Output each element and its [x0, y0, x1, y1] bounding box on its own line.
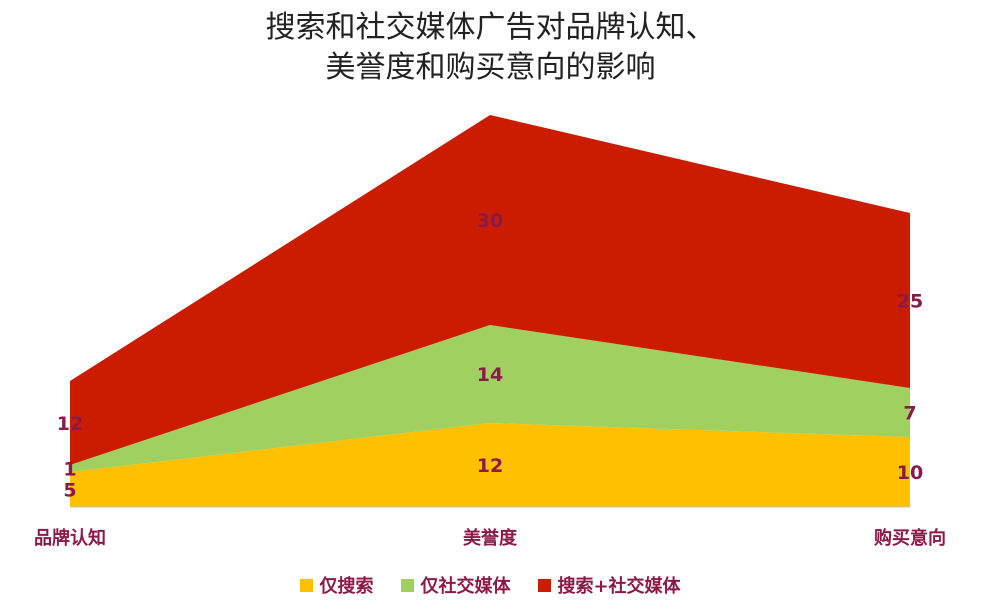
legend-swatch	[538, 578, 552, 592]
chart-title-line-2: 美誉度和购买意向的影响	[325, 50, 656, 85]
data-label-s2-c1: 1	[63, 459, 76, 481]
x-tick-label-1: 品牌认知	[34, 527, 106, 549]
data-label-s1-c1: 5	[63, 480, 76, 502]
legend-item-1: 仅搜索	[300, 572, 373, 598]
legend-item-3: 搜索+社交媒体	[538, 572, 681, 598]
area-series-3	[70, 115, 910, 465]
x-tick-label-3: 购买意向	[874, 527, 946, 549]
data-label-s2-c2: 14	[477, 364, 503, 386]
legend-label: 仅搜索	[319, 576, 374, 597]
x-tick-label-2: 美誉度	[463, 527, 518, 549]
data-label-s1-c3: 10	[897, 462, 923, 484]
data-label-s3-c3: 25	[897, 291, 923, 313]
legend-item-2: 仅社交媒体	[401, 572, 510, 598]
area-series-2	[70, 325, 910, 472]
data-labels: 5 12 10 1 14 7 12 30 25	[57, 210, 923, 502]
data-label-s2-c3: 7	[903, 403, 916, 425]
chart-title: 搜索和社交媒体广告对品牌认知、 美誉度和购买意向的影响	[0, 8, 981, 88]
data-label-s3-c2: 30	[477, 210, 503, 232]
legend-label: 仅社交媒体	[420, 576, 511, 597]
data-label-s3-c1: 12	[57, 413, 83, 435]
data-label-s1-c2: 12	[477, 455, 503, 477]
legend-label: 搜索+社交媒体	[557, 576, 681, 597]
legend: 仅搜索 仅社交媒体 搜索+社交媒体	[0, 572, 981, 598]
area-series-1	[70, 423, 910, 507]
legend-swatch	[401, 578, 415, 592]
x-tick-labels: 品牌认知 美誉度 购买意向	[34, 527, 946, 549]
legend-swatch	[300, 578, 314, 592]
chart-title-line-1: 搜索和社交媒体广告对品牌认知、	[265, 10, 716, 45]
area-layers	[70, 115, 910, 507]
